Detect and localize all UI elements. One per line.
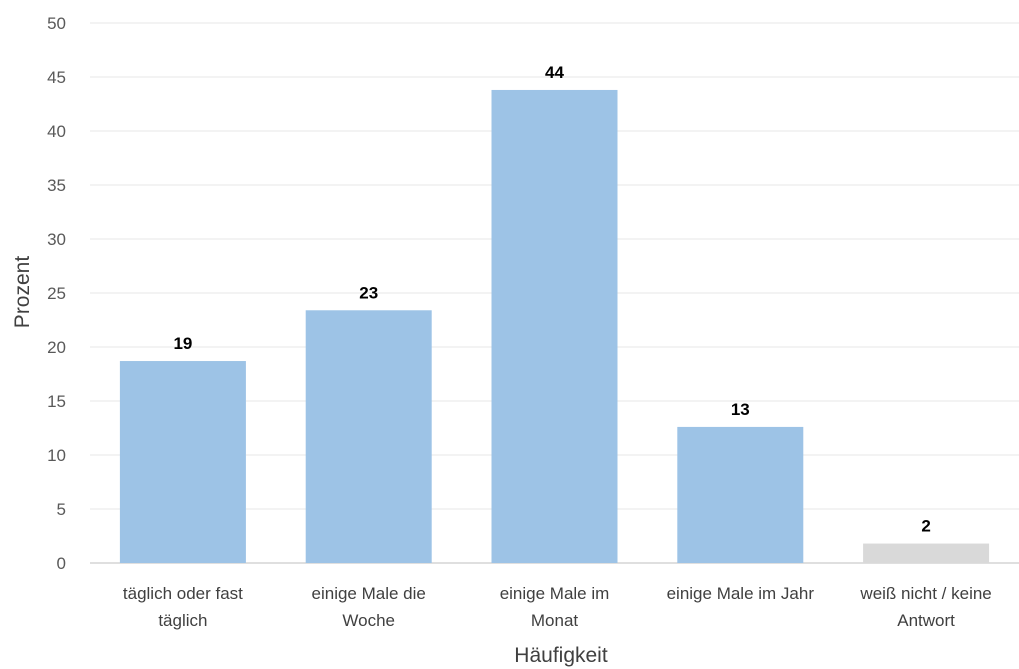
y-tick-label: 5 xyxy=(57,500,66,519)
x-category-label: täglich xyxy=(158,611,207,630)
y-tick-label: 0 xyxy=(57,554,66,573)
y-tick-label: 25 xyxy=(47,284,66,303)
data-labels: 19 23 44 13 2 xyxy=(173,63,930,536)
y-tick-label: 10 xyxy=(47,446,66,465)
y-tick-label: 40 xyxy=(47,122,66,141)
bar xyxy=(863,543,990,563)
y-tick-label: 20 xyxy=(47,338,66,357)
data-label: 2 xyxy=(921,517,930,536)
bar xyxy=(119,361,246,563)
x-category-label: weiß nicht / keine xyxy=(859,584,991,603)
x-category-label: Woche xyxy=(342,611,395,630)
y-axis-title: Prozent xyxy=(11,256,34,329)
x-category-label: Monat xyxy=(531,611,579,630)
x-axis-categories: täglich oder fast täglich einige Male die W… xyxy=(123,584,992,630)
data-label: 13 xyxy=(731,400,750,419)
x-axis-title: Häufigkeit xyxy=(514,644,608,667)
bars xyxy=(119,89,990,564)
x-category-label: täglich oder fast xyxy=(123,584,243,603)
bar xyxy=(491,89,618,564)
data-label: 44 xyxy=(545,63,564,82)
y-tick-label: 35 xyxy=(47,176,66,195)
y-tick-label: 30 xyxy=(47,230,66,249)
x-category-label: einige Male im Jahr xyxy=(667,584,815,603)
data-label: 23 xyxy=(359,283,378,302)
x-category-label: einige Male im xyxy=(500,584,610,603)
bar xyxy=(677,426,804,563)
x-category-label: einige Male die xyxy=(312,584,426,603)
x-category-label: Antwort xyxy=(897,611,955,630)
y-tick-label: 15 xyxy=(47,392,66,411)
y-tick-label: 45 xyxy=(47,68,66,87)
bar xyxy=(305,310,432,563)
y-axis-ticks: 0 5 10 15 20 25 30 35 40 45 50 xyxy=(47,14,66,573)
y-tick-label: 50 xyxy=(47,14,66,33)
data-label: 19 xyxy=(173,334,192,353)
